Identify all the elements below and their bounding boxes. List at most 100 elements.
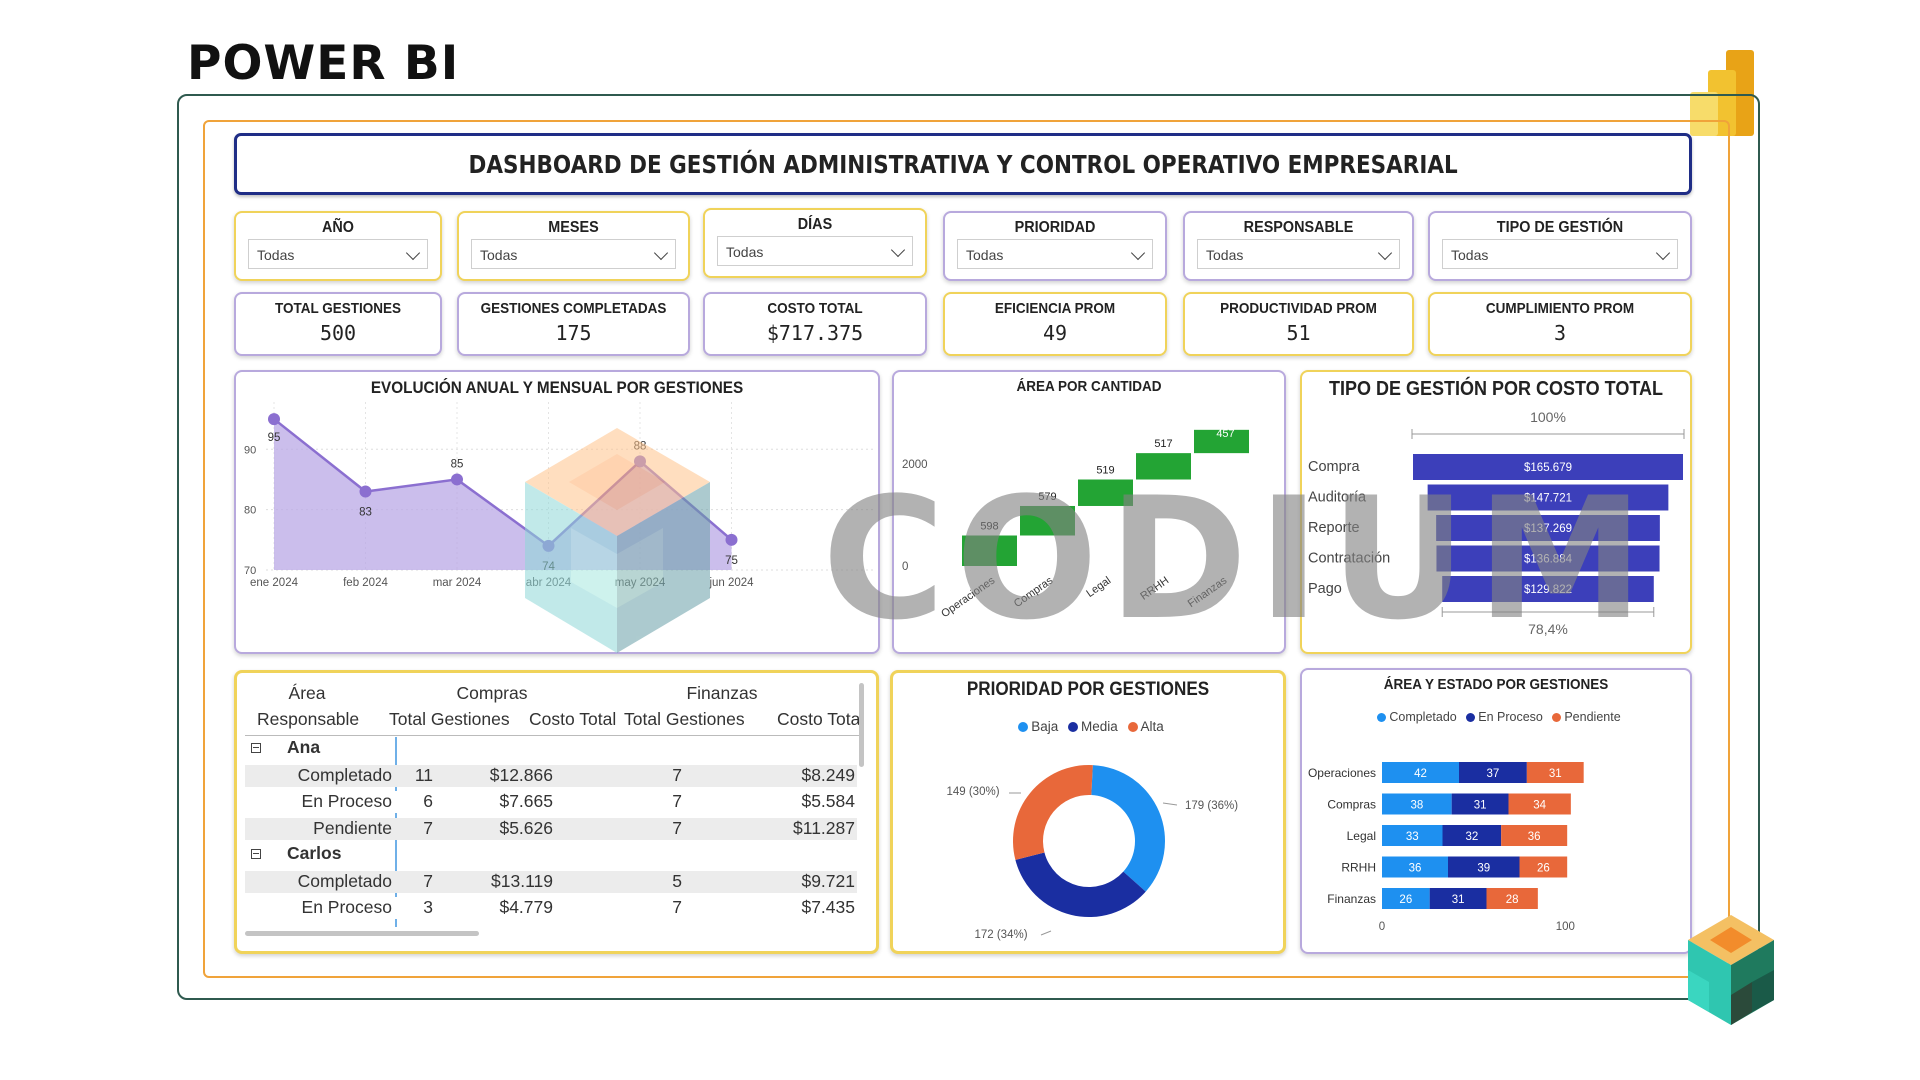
report-frame-inner <box>203 120 1730 978</box>
dropdown-value: Todas <box>1451 247 1489 263</box>
kpi-label: GESTIONES COMPLETADAS <box>480 300 667 317</box>
matrix-cell: $4.779 <box>499 897 553 917</box>
legend-item[interactable]: En Proceso <box>1478 710 1543 724</box>
data-label: 31 <box>1474 800 1487 812</box>
matrix-row-label[interactable]: Completado <box>297 870 392 891</box>
horizontal-scrollbar[interactable] <box>245 931 479 936</box>
chart-title: PRIORIDAD POR GESTIONES <box>966 679 1210 700</box>
matrix-column-header: Total Gestiones <box>624 709 745 729</box>
data-label: 33 <box>1406 831 1419 843</box>
chart-legend: Baja Media Alta <box>893 719 1283 734</box>
stacked-bar-segment <box>1382 825 1443 846</box>
kpi-value: 175 <box>555 321 592 345</box>
chevron-down-icon <box>405 245 421 261</box>
minus-line <box>253 747 259 749</box>
matrix-row-label[interactable]: En Proceso <box>301 897 392 917</box>
legend-dot <box>1067 722 1078 732</box>
legend-item[interactable]: Pendiente <box>1564 710 1621 724</box>
matrix-column-group: Finanzas <box>686 683 758 703</box>
data-point <box>451 473 463 486</box>
slicer-prioridad: PRIORIDAD Todas <box>943 211 1167 281</box>
waterfall-bar <box>1078 479 1133 506</box>
collapse-minus-icon[interactable] <box>251 849 261 859</box>
slicer-anio-dropdown[interactable]: Todas <box>248 239 428 269</box>
chart-area-cantidad[interactable]: ÁREA POR CANTIDAD 0 2000 598 Operaciones 579… <box>892 370 1286 654</box>
dropdown-value: Todas <box>726 244 764 260</box>
slicer-tipo-gestion-dropdown[interactable]: Todas <box>1442 239 1678 269</box>
x-tick-label: jun 2024 <box>708 577 754 589</box>
donut-slice <box>1091 765 1165 892</box>
matrix-table[interactable]: Área Responsable Compras Finanzas Total Gest… <box>234 670 879 954</box>
donut-slice <box>1015 852 1146 917</box>
minus-line <box>253 853 259 855</box>
matrix-group-label[interactable]: Carlos <box>287 843 342 863</box>
slicer-meses-dropdown[interactable]: Todas <box>471 239 676 269</box>
slicer-tipo-gestion: TIPO DE GESTIÓN Todas <box>1428 211 1692 281</box>
legend-item[interactable]: Baja <box>1031 719 1059 734</box>
report-frame-outer <box>177 94 1760 1000</box>
matrix-row-band <box>245 764 857 787</box>
matrix-row-label[interactable]: En Proceso <box>301 791 392 811</box>
stacked-bar-segment <box>1382 856 1449 878</box>
chart-legend: Completado En Proceso Pendiente <box>1302 710 1690 724</box>
kpi-value: 500 <box>319 321 357 345</box>
funnel-bottom-label: 78,4% <box>1528 621 1568 637</box>
category-label: Legal <box>1347 829 1376 843</box>
kpi-label: PRODUCTIVIDAD PROM <box>1220 300 1377 317</box>
matrix-cell: 11 <box>414 764 433 785</box>
chart-tipo-gestion-costo[interactable]: TIPO DE GESTIÓN POR COSTO TOTAL 100% $165… <box>1300 370 1692 654</box>
category-label: Auditoría <box>1308 490 1367 506</box>
matrix-column-header: Total Gestiones <box>389 709 510 729</box>
data-label: 26 <box>1399 894 1412 906</box>
matrix-row-label[interactable]: Completado <box>297 764 392 785</box>
waterfall-bar <box>1194 429 1249 454</box>
chart-title: TIPO DE GESTIÓN POR COSTO TOTAL <box>1328 378 1664 400</box>
kpi-costo-total: COSTO TOTAL $717.375 <box>703 292 927 356</box>
matrix-row-label[interactable]: Pendiente <box>313 817 392 838</box>
chevron-down-icon <box>890 242 906 258</box>
collapse-minus-icon[interactable] <box>251 743 261 753</box>
matrix-cell: 7 <box>423 870 433 891</box>
kpi-value: 49 <box>1042 321 1068 345</box>
matrix-body: Área Responsable Compras Finanzas Total Gest… <box>237 673 877 953</box>
category-label: Compras <box>1327 798 1376 812</box>
slicer-meses: MESES Todas <box>457 211 690 281</box>
legend-item[interactable]: Completado <box>1389 710 1457 724</box>
matrix-cell: 7 <box>672 897 682 917</box>
legend-item[interactable]: Media <box>1080 719 1118 734</box>
slicer-dias: DÍAS Todas <box>703 208 927 278</box>
stacked-bar-segment <box>1526 762 1584 783</box>
matrix-cell: $9.721 <box>801 870 855 891</box>
matrix-cell: 7 <box>672 817 682 838</box>
dropdown-value: Todas <box>966 247 1004 263</box>
matrix-cell: 5 <box>672 870 682 891</box>
data-point <box>725 533 738 546</box>
slicer-responsable-dropdown[interactable]: Todas <box>1197 239 1400 269</box>
kpi-total-gestiones: TOTAL GESTIONES 500 <box>234 292 442 356</box>
chevron-down-icon <box>1130 245 1146 261</box>
matrix-cell: $7.435 <box>801 897 855 917</box>
slicer-dias-dropdown[interactable]: Todas <box>717 236 913 266</box>
waterfall-bar <box>962 535 1017 566</box>
x-tick-label: mar 2024 <box>433 577 482 589</box>
data-label: 85 <box>451 458 464 470</box>
matrix-row-header: Responsable <box>257 709 360 729</box>
funnel-bar <box>1442 576 1654 602</box>
vertical-scrollbar[interactable] <box>859 683 864 767</box>
data-point <box>268 413 280 426</box>
legend-dot <box>1466 713 1476 722</box>
dropdown-value: Todas <box>480 247 518 263</box>
data-label: 149 (30%) <box>946 786 999 798</box>
legend-item[interactable]: Alta <box>1140 719 1164 734</box>
funnel-bar <box>1436 515 1660 541</box>
chart-area-estado[interactable]: ÁREA Y ESTADO POR GESTIONES Completado E… <box>1300 668 1692 954</box>
stacked-bar-segment <box>1429 888 1487 909</box>
page-title: POWER BI <box>187 36 460 91</box>
data-label: 31 <box>1549 768 1562 780</box>
slicer-prioridad-dropdown[interactable]: Todas <box>957 239 1153 269</box>
dropdown-value: Todas <box>257 247 295 263</box>
matrix-group-label[interactable]: Ana <box>287 737 321 757</box>
codium-cube-logo-icon <box>1688 915 1774 1025</box>
stacked-bar-segment <box>1519 856 1568 878</box>
chart-prioridad[interactable]: PRIORIDAD POR GESTIONES Baja Media Alta … <box>890 670 1286 954</box>
